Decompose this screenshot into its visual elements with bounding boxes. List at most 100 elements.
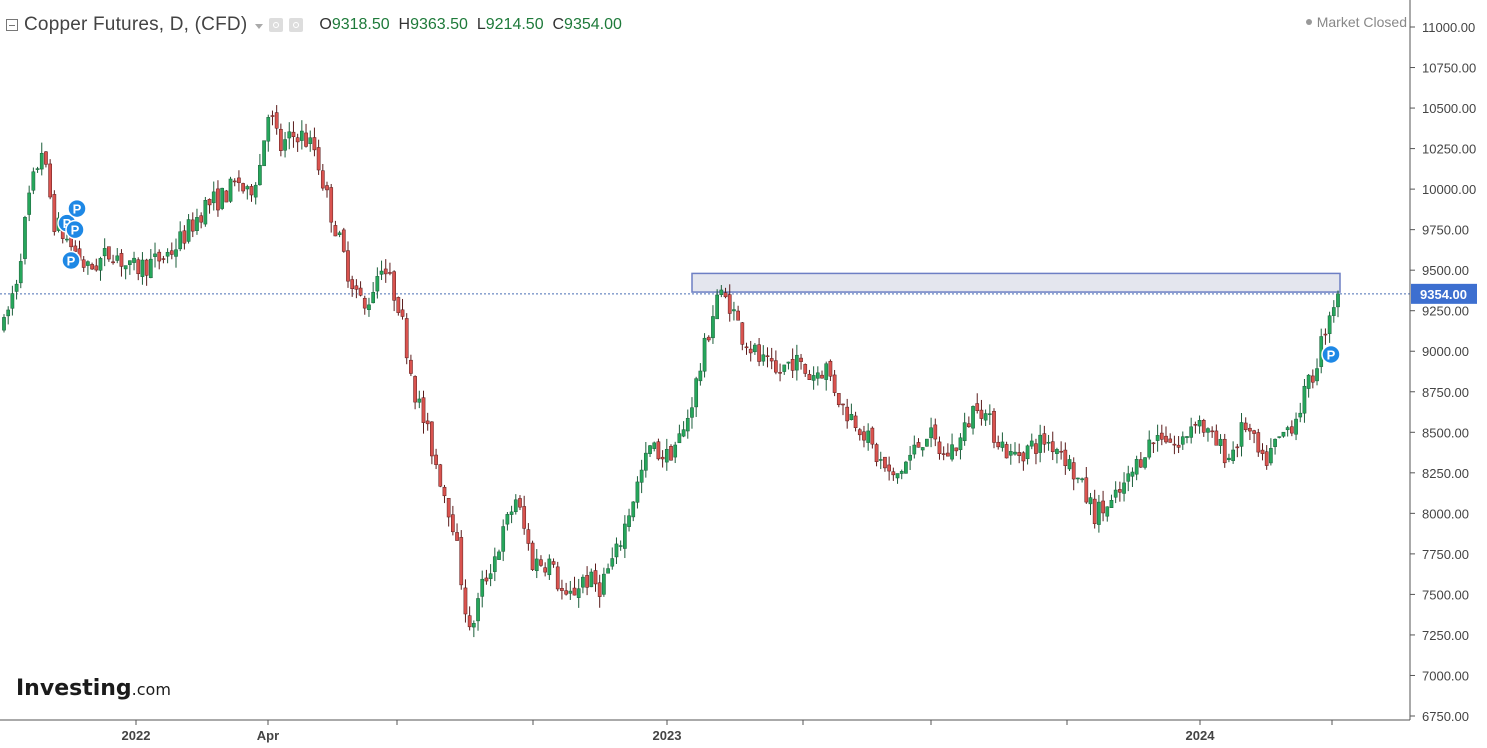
p-marker[interactable]: P xyxy=(65,219,85,240)
candle xyxy=(706,335,711,343)
candle xyxy=(379,260,384,281)
p-marker[interactable]: P xyxy=(67,198,87,219)
candle xyxy=(920,447,925,457)
candle xyxy=(337,230,342,238)
candle xyxy=(1239,413,1244,457)
candle xyxy=(740,322,745,351)
candle xyxy=(396,296,401,316)
y-tick-label: 11000.00 xyxy=(1422,20,1475,35)
time-axis[interactable]: 2022 Apr 2023 2024 xyxy=(0,719,1410,743)
candle xyxy=(1063,442,1068,475)
candle xyxy=(107,246,111,262)
candle xyxy=(6,306,11,325)
candle xyxy=(383,259,388,283)
candle xyxy=(283,131,287,158)
candle xyxy=(736,305,740,321)
candle xyxy=(245,184,250,200)
candle xyxy=(883,456,887,472)
price-axis[interactable]: 6750.00 7000.00 7250.00 7500.00 7750.00 8000.… xyxy=(1409,0,1476,724)
candle xyxy=(853,411,858,432)
p-marker[interactable]: P xyxy=(1321,344,1341,365)
candle xyxy=(44,151,48,168)
candle xyxy=(52,190,57,236)
candle xyxy=(1092,489,1097,529)
candle xyxy=(1000,432,1005,452)
candle xyxy=(501,519,506,562)
logo-suffix: .com xyxy=(131,680,171,699)
candle xyxy=(220,187,224,211)
candle xyxy=(698,363,703,386)
candle xyxy=(862,425,866,448)
candle xyxy=(652,441,657,452)
candle xyxy=(820,370,824,379)
candle xyxy=(908,446,912,470)
candle xyxy=(14,279,19,300)
candle xyxy=(983,409,988,427)
candle xyxy=(589,568,594,588)
candle xyxy=(358,281,363,297)
market-status-text: Market Closed xyxy=(1316,14,1407,30)
candle xyxy=(295,133,300,152)
eye-icon[interactable] xyxy=(269,18,284,32)
status-dot-icon xyxy=(1305,19,1312,25)
candle xyxy=(627,508,631,532)
chevron-down-icon[interactable] xyxy=(255,23,264,29)
p-marker[interactable]: P xyxy=(61,250,81,271)
candle xyxy=(459,530,464,590)
candle xyxy=(551,558,556,568)
y-tick-label: 8250.00 xyxy=(1422,466,1469,481)
candle xyxy=(1113,481,1118,504)
y-tick-label: 10250.00 xyxy=(1422,142,1476,157)
candle xyxy=(643,441,648,478)
candle xyxy=(803,363,808,377)
collapse-icon[interactable] xyxy=(6,19,18,31)
candle xyxy=(1327,311,1332,343)
candle xyxy=(1243,417,1248,433)
candle xyxy=(467,606,472,631)
candle xyxy=(673,441,678,464)
candle xyxy=(1231,441,1235,464)
candle xyxy=(992,408,996,449)
candle xyxy=(1159,424,1164,446)
candle xyxy=(530,540,535,572)
candle xyxy=(648,444,652,457)
candle xyxy=(31,167,36,195)
candle xyxy=(350,275,355,297)
candle xyxy=(48,159,52,200)
instrument-title[interactable]: Copper Futures, D, (CFD) xyxy=(24,14,248,35)
candle xyxy=(836,393,841,408)
candle xyxy=(333,220,338,237)
candle xyxy=(1302,378,1307,423)
candle xyxy=(1180,431,1185,450)
candle xyxy=(270,110,275,126)
candle xyxy=(287,122,292,150)
gear-icon[interactable] xyxy=(289,18,304,32)
candle xyxy=(1323,328,1328,345)
candle xyxy=(1214,424,1219,446)
candle xyxy=(241,182,245,194)
candle xyxy=(631,501,636,522)
candle xyxy=(308,130,313,152)
candle xyxy=(81,256,86,272)
candle xyxy=(723,287,728,299)
candle xyxy=(518,495,522,511)
candle xyxy=(224,189,229,203)
candle xyxy=(719,285,724,298)
candle xyxy=(1310,369,1315,389)
y-tick-label: 9250.00 xyxy=(1422,304,1469,319)
candle xyxy=(471,620,476,638)
candle xyxy=(895,473,900,484)
candle xyxy=(144,258,149,286)
candle xyxy=(522,495,527,535)
candle xyxy=(1101,490,1105,522)
investing-logo[interactable]: Investing.com xyxy=(16,676,171,701)
candle xyxy=(488,564,493,587)
candle xyxy=(39,142,44,176)
candle xyxy=(392,270,396,312)
candle xyxy=(35,166,40,173)
candle xyxy=(169,242,174,260)
candle xyxy=(182,225,187,250)
candle xyxy=(715,289,719,320)
